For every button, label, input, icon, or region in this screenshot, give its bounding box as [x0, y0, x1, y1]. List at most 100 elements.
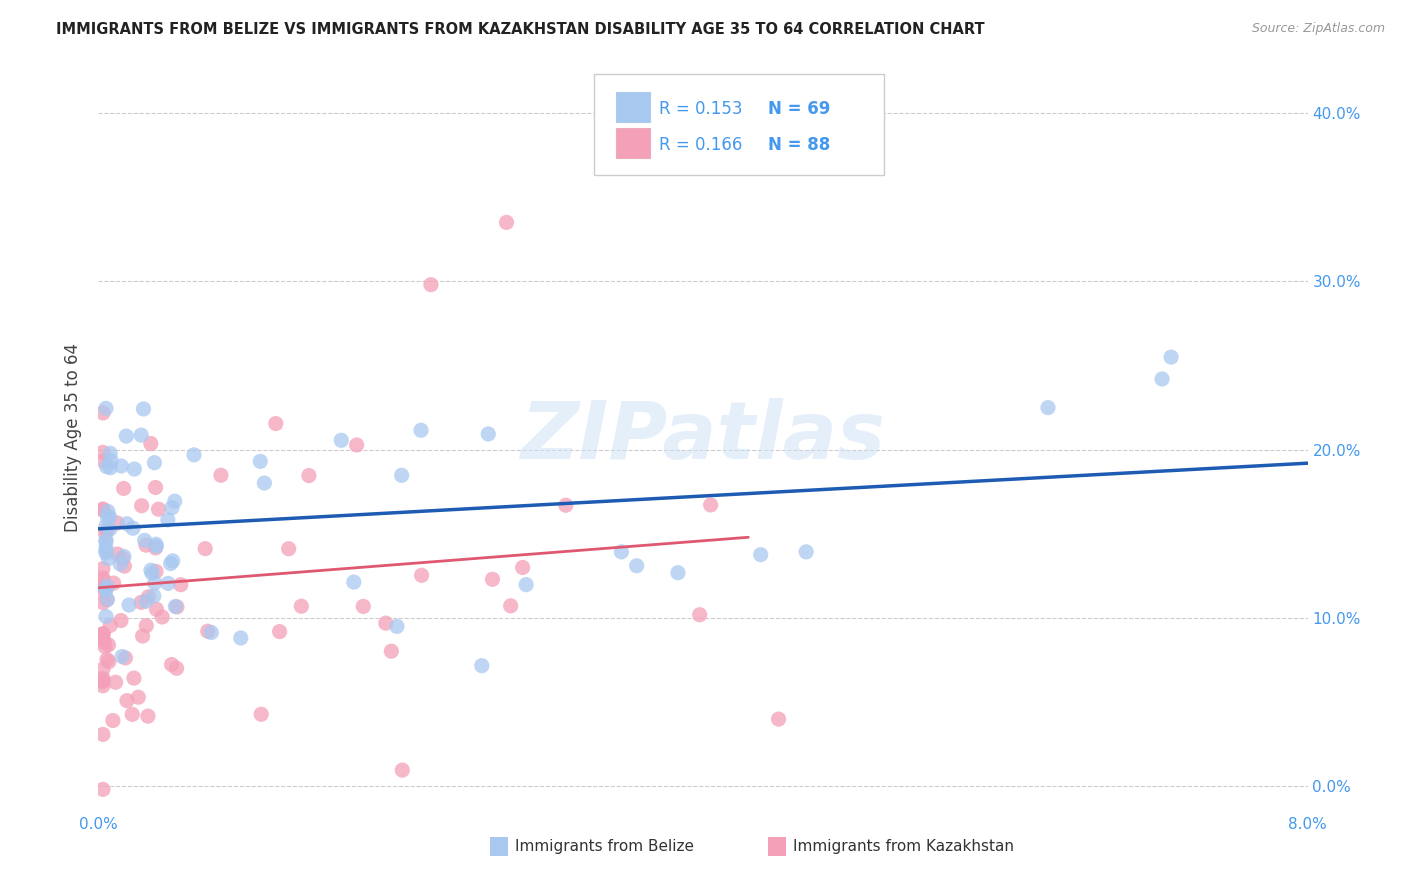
Point: [471, 658, 494, 673]
Point: [610, 545, 633, 559]
Point: [110, 458, 132, 473]
Point: [253, 476, 276, 491]
Point: [91, 627, 114, 641]
Point: [97, 655, 120, 669]
Point: [91, 727, 114, 741]
Point: [269, 624, 291, 639]
Point: [132, 401, 155, 416]
Point: [477, 426, 499, 441]
Point: [91, 571, 114, 585]
Point: [112, 559, 135, 574]
Text: N = 88: N = 88: [768, 136, 831, 153]
Point: [91, 782, 114, 797]
Point: [94, 546, 117, 560]
Point: [96, 592, 118, 607]
Point: [136, 709, 159, 723]
Text: IMMIGRANTS FROM BELIZE VS IMMIGRANTS FROM KAZAKHSTAN DISABILITY AGE 35 TO 64 COR: IMMIGRANTS FROM BELIZE VS IMMIGRANTS FRO…: [56, 22, 984, 37]
Point: [352, 599, 374, 614]
Point: [391, 763, 413, 777]
Point: [131, 629, 153, 643]
FancyBboxPatch shape: [616, 128, 650, 159]
Point: [122, 521, 145, 535]
Point: [1160, 350, 1182, 364]
Point: [134, 533, 156, 548]
Point: [94, 533, 117, 548]
Point: [330, 434, 353, 448]
Point: [103, 576, 125, 591]
Point: [768, 712, 790, 726]
Point: [145, 537, 167, 551]
Point: [94, 534, 117, 549]
Point: [160, 657, 183, 672]
Point: [699, 498, 721, 512]
Point: [91, 673, 114, 688]
Point: [124, 462, 146, 476]
Point: [91, 502, 114, 516]
Point: [97, 504, 120, 518]
Point: [666, 566, 689, 580]
Point: [96, 579, 118, 593]
Point: [515, 577, 537, 591]
Point: [163, 494, 186, 508]
Point: [411, 568, 433, 582]
Point: [139, 563, 162, 577]
Point: [91, 626, 114, 640]
Point: [94, 544, 117, 558]
Point: [554, 498, 576, 512]
Point: [94, 640, 117, 654]
Point: [385, 619, 408, 633]
Text: ZIPatlas: ZIPatlas: [520, 398, 886, 476]
Point: [165, 599, 187, 614]
Point: [148, 502, 170, 516]
Point: [499, 599, 522, 613]
Point: [94, 541, 117, 555]
Point: [115, 693, 138, 707]
Point: [91, 503, 114, 517]
Point: [91, 672, 114, 686]
Point: [98, 522, 121, 536]
Point: [135, 538, 157, 552]
Point: [91, 679, 114, 693]
Point: [298, 468, 321, 483]
Point: [91, 406, 114, 420]
Point: [145, 480, 167, 494]
Point: [794, 545, 817, 559]
Point: [104, 675, 127, 690]
Text: Immigrants from Belize: Immigrants from Belize: [515, 839, 695, 854]
Point: [112, 482, 135, 496]
Point: [156, 513, 179, 527]
Point: [129, 428, 152, 442]
Text: Source: ZipAtlas.com: Source: ZipAtlas.com: [1251, 22, 1385, 36]
Point: [141, 566, 163, 580]
Point: [96, 592, 118, 607]
Point: [409, 423, 432, 437]
Point: [626, 558, 648, 573]
Point: [91, 632, 114, 647]
Point: [129, 595, 152, 609]
Point: [374, 616, 396, 631]
Point: [91, 562, 114, 576]
Point: [139, 436, 162, 450]
Point: [97, 638, 120, 652]
Point: [121, 707, 143, 722]
Point: [94, 401, 117, 416]
Point: [380, 644, 402, 658]
Point: [512, 560, 534, 574]
Point: [91, 445, 114, 459]
Point: [91, 580, 114, 594]
Point: [91, 596, 114, 610]
FancyBboxPatch shape: [616, 93, 650, 122]
Point: [110, 614, 132, 628]
Point: [98, 510, 121, 524]
Point: [111, 551, 134, 566]
Point: [135, 618, 157, 632]
Point: [391, 468, 413, 483]
Point: [689, 607, 711, 622]
Point: [250, 707, 273, 722]
Point: [343, 575, 366, 590]
Point: [97, 551, 120, 566]
Point: [150, 610, 173, 624]
Point: [157, 576, 180, 591]
Point: [160, 500, 183, 515]
Point: [420, 277, 443, 292]
